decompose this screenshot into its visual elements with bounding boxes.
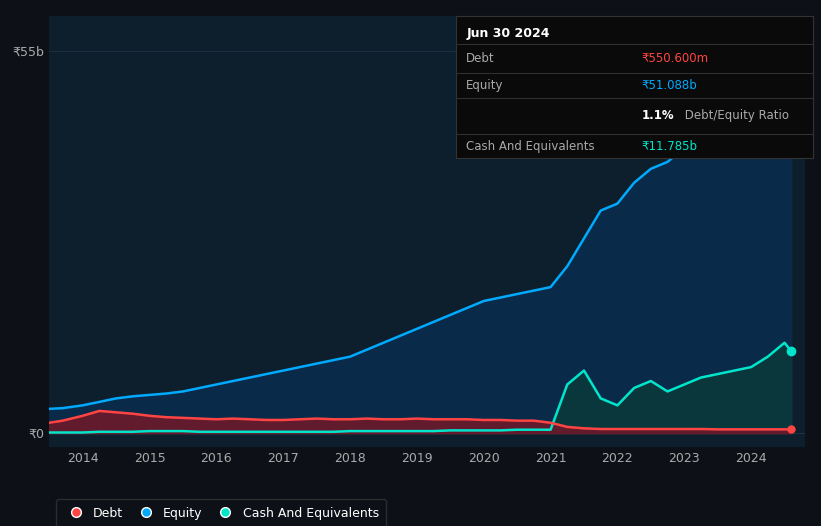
Text: Equity: Equity [466,79,504,92]
Text: ₹11.785b: ₹11.785b [641,140,697,153]
Text: Debt/Equity Ratio: Debt/Equity Ratio [681,109,789,122]
Text: 1.1%: 1.1% [641,109,674,122]
Text: Debt: Debt [466,52,495,65]
Legend: Debt, Equity, Cash And Equivalents: Debt, Equity, Cash And Equivalents [56,499,386,526]
Text: Jun 30 2024: Jun 30 2024 [466,27,550,40]
Text: ₹550.600m: ₹550.600m [641,52,709,65]
Text: ₹51.088b: ₹51.088b [641,79,697,92]
Text: Cash And Equivalents: Cash And Equivalents [466,140,595,153]
